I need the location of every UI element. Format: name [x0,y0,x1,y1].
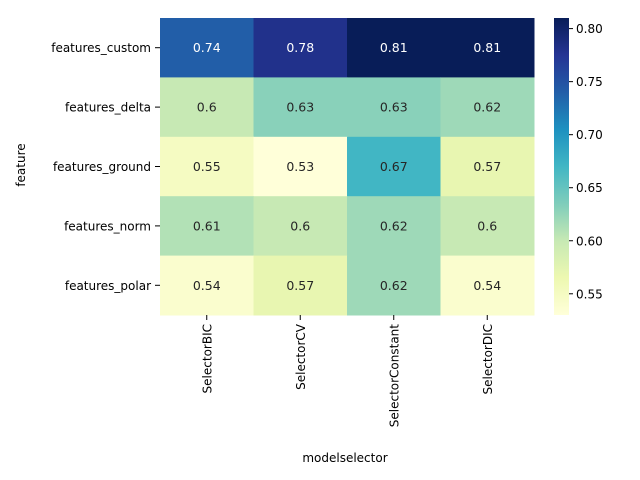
cell-value-label: 0.63 [380,100,408,115]
x-axis-label: modelselector [302,451,387,465]
y-axis: features_custom features_delta features_gr… [51,41,160,293]
cell-value-label: 0.62 [380,218,408,233]
colorbar-tick-label: 0.55 [576,287,603,301]
heatmap-cell [347,255,441,316]
heatmap-cell [440,18,535,78]
colorbar-tick-label: 0.75 [576,75,603,89]
heatmap-cell [253,196,348,257]
x-tick-label: SelectorBIC [200,324,214,393]
heatmap-cell [347,77,441,138]
cell-value-label: 0.81 [473,40,501,55]
cell-value-label: 0.57 [286,278,314,293]
cell-value-label: 0.62 [380,278,408,293]
y-tick-label: features_ground [53,160,151,174]
heatmap-cell [440,196,535,257]
cell-value-label: 0.61 [193,218,221,233]
y-axis-label: feature [14,143,28,186]
heatmap-cells [160,18,535,316]
heatmap-cell [160,255,254,316]
heatmap-cell [253,136,348,197]
cell-value-label: 0.54 [193,278,221,293]
heatmap-cell [440,255,535,316]
cell-value-label: 0.63 [286,100,314,115]
heatmap-cell [440,136,535,197]
heatmap-cell [347,136,441,197]
heatmap-cell [253,77,348,138]
heatmap-cell [160,136,254,197]
cell-value-label: 0.6 [197,100,217,115]
cell-value-label: 0.54 [473,278,501,293]
y-tick-label: features_polar [65,279,151,293]
cell-value-label: 0.78 [286,40,314,55]
colorbar-tick-label: 0.65 [576,181,603,195]
cell-value-label: 0.6 [290,218,310,233]
heatmap-cell [253,18,348,78]
heatmap-cell [253,255,348,316]
x-tick-label: SelectorDIC [481,324,495,394]
x-tick-label: SelectorCV [294,323,308,390]
cell-value-label: 0.6 [477,218,497,233]
colorbar-tick-label: 0.70 [576,128,603,142]
colorbar [554,18,569,315]
heatmap-cell [440,77,535,138]
colorbar-axis: 0.55 0.60 0.65 0.70 0.75 0.80 [569,22,603,301]
colorbar-tick-label: 0.60 [576,234,603,248]
x-axis: SelectorBIC SelectorCV SelectorConstant Sel… [200,315,495,427]
cell-value-label: 0.74 [193,40,221,55]
heatmap-cell [347,18,441,78]
cell-value-label: 0.81 [380,40,408,55]
heatmap-cell [160,77,254,138]
cell-value-label: 0.53 [286,159,314,174]
heatmap-cell [347,196,441,257]
heatmap-cell [160,18,254,78]
cell-value-label: 0.57 [473,159,501,174]
y-tick-label: features_delta [65,101,151,115]
colorbar-tick-label: 0.80 [576,22,603,36]
heatmap-cell [160,196,254,257]
heatmap-cell-labels: 0.74 0.78 0.81 0.81 0.6 0.63 0.63 0.62 0.55 0.53 0… [193,40,501,293]
cell-value-label: 0.67 [380,159,408,174]
x-tick-label: SelectorConstant [387,324,401,428]
y-tick-label: features_custom [51,41,151,55]
cell-value-label: 0.62 [473,100,501,115]
cell-value-label: 0.55 [193,159,221,174]
y-tick-label: features_norm [64,219,151,233]
